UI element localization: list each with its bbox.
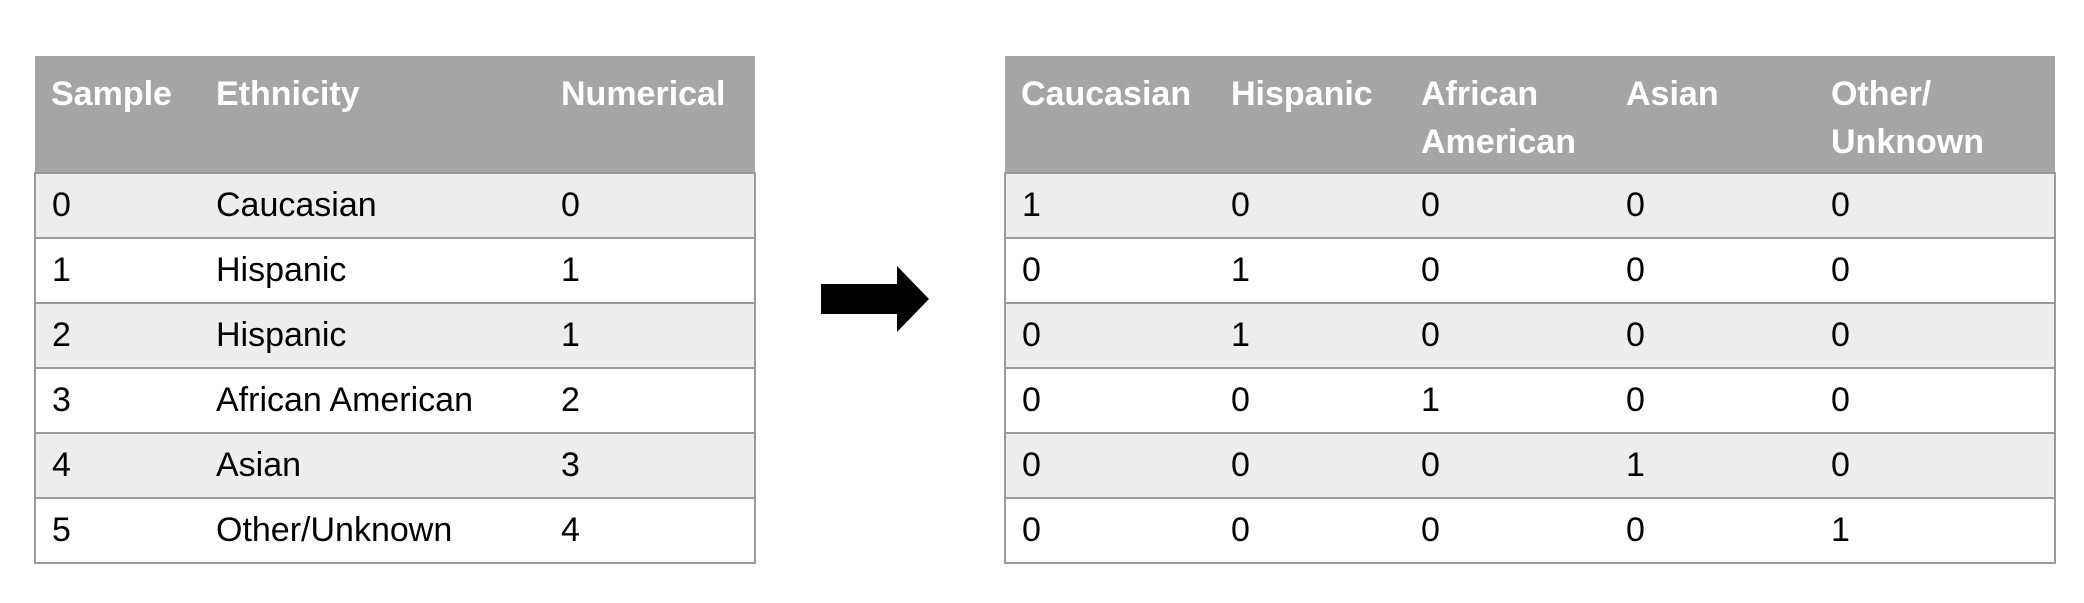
table-row: 1 Hispanic 1	[34, 237, 756, 303]
table-row: 4 Asian 3	[34, 432, 756, 498]
hispanic-cell: 1	[1215, 237, 1405, 303]
header-african-american: African American	[1405, 56, 1610, 173]
african-american-cell: 0	[1405, 432, 1610, 498]
header-sample: Sample	[35, 56, 200, 173]
african-american-cell: 1	[1405, 367, 1610, 433]
ethnicity-cell: Hispanic	[200, 237, 545, 303]
sample-cell: 5	[34, 497, 200, 564]
numerical-cell: 1	[545, 302, 756, 368]
table-row: 2 Hispanic 1	[34, 302, 756, 368]
ethnicity-cell: Hispanic	[200, 302, 545, 368]
sample-cell: 0	[34, 172, 200, 238]
african-american-cell: 0	[1405, 302, 1610, 368]
table-row: 0 1 0 0 0	[1004, 237, 2056, 303]
hispanic-cell: 0	[1215, 172, 1405, 238]
table-row: 0 0 0 0 1	[1004, 497, 2056, 564]
hispanic-cell: 0	[1215, 432, 1405, 498]
right-arrow-icon	[821, 266, 929, 332]
hispanic-cell: 0	[1215, 497, 1405, 564]
asian-cell: 1	[1610, 432, 1815, 498]
header-row: Sample Ethnicity Numerical	[35, 56, 755, 173]
caucasian-cell: 0	[1004, 237, 1215, 303]
table-row: 0 0 0 1 0	[1004, 432, 2056, 498]
caucasian-cell: 0	[1004, 432, 1215, 498]
header-asian: Asian	[1610, 56, 1815, 173]
arrow-shape	[821, 266, 929, 332]
header-african-american-line-2: American	[1421, 123, 1576, 161]
other-unknown-cell: 0	[1815, 237, 2056, 303]
table-row: 0 0 1 0 0	[1004, 367, 2056, 433]
other-unknown-cell: 0	[1815, 302, 2056, 368]
numerical-cell: 2	[545, 367, 756, 433]
caucasian-cell: 0	[1004, 302, 1215, 368]
numerical-cell: 4	[545, 497, 756, 564]
sample-cell: 4	[34, 432, 200, 498]
asian-cell: 0	[1610, 237, 1815, 303]
other-unknown-cell: 0	[1815, 367, 2056, 433]
table-row: 5 Other/Unknown 4	[34, 497, 756, 564]
other-unknown-cell: 0	[1815, 432, 2056, 498]
table-row: 0 Caucasian 0	[34, 172, 756, 238]
header-hispanic-line: Hispanic	[1231, 75, 1373, 113]
header-other-unknown-line-2: Unknown	[1831, 123, 1984, 161]
caucasian-cell: 1	[1004, 172, 1215, 238]
header-hispanic: Hispanic	[1215, 56, 1405, 173]
african-american-cell: 0	[1405, 497, 1610, 564]
header-ethnicity: Ethnicity	[200, 56, 545, 173]
ethnicity-cell: Caucasian	[200, 172, 545, 238]
hispanic-cell: 1	[1215, 302, 1405, 368]
african-american-cell: 0	[1405, 237, 1610, 303]
hispanic-cell: 0	[1215, 367, 1405, 433]
numerical-cell: 3	[545, 432, 756, 498]
asian-cell: 0	[1610, 302, 1815, 368]
numerical-cell: 1	[545, 237, 756, 303]
caucasian-cell: 0	[1004, 497, 1215, 564]
ethnicity-cell: African American	[200, 367, 545, 433]
table-row: 1 0 0 0 0	[1004, 172, 2056, 238]
sample-cell: 2	[34, 302, 200, 368]
sample-cell: 3	[34, 367, 200, 433]
header-african-american-line-1: African	[1421, 75, 1539, 113]
header-numerical: Numerical	[545, 56, 755, 173]
asian-cell: 0	[1610, 497, 1815, 564]
header-row: Caucasian Hispanic African American Asia…	[1005, 56, 2055, 173]
african-american-cell: 0	[1405, 172, 1610, 238]
header-caucasian: Caucasian	[1005, 56, 1215, 173]
caucasian-cell: 0	[1004, 367, 1215, 433]
header-caucasian-line: Caucasian	[1021, 75, 1192, 113]
one-hot-encoding-table: Caucasian Hispanic African American Asia…	[1004, 56, 2056, 564]
other-unknown-cell: 0	[1815, 172, 2056, 238]
numerical-cell: 0	[545, 172, 756, 238]
asian-cell: 0	[1610, 172, 1815, 238]
header-asian-line: Asian	[1626, 75, 1719, 113]
other-unknown-cell: 1	[1815, 497, 2056, 564]
ethnicity-cell: Other/Unknown	[200, 497, 545, 564]
asian-cell: 0	[1610, 367, 1815, 433]
header-other-unknown: Other/ Unknown	[1815, 56, 2055, 173]
table-row: 0 1 0 0 0	[1004, 302, 2056, 368]
header-other-unknown-line-1: Other/	[1831, 75, 1932, 113]
ethnicity-cell: Asian	[200, 432, 545, 498]
table-row: 3 African American 2	[34, 367, 756, 433]
label-encoding-table: Sample Ethnicity Numerical 0 Caucasian 0…	[34, 56, 756, 564]
sample-cell: 1	[34, 237, 200, 303]
